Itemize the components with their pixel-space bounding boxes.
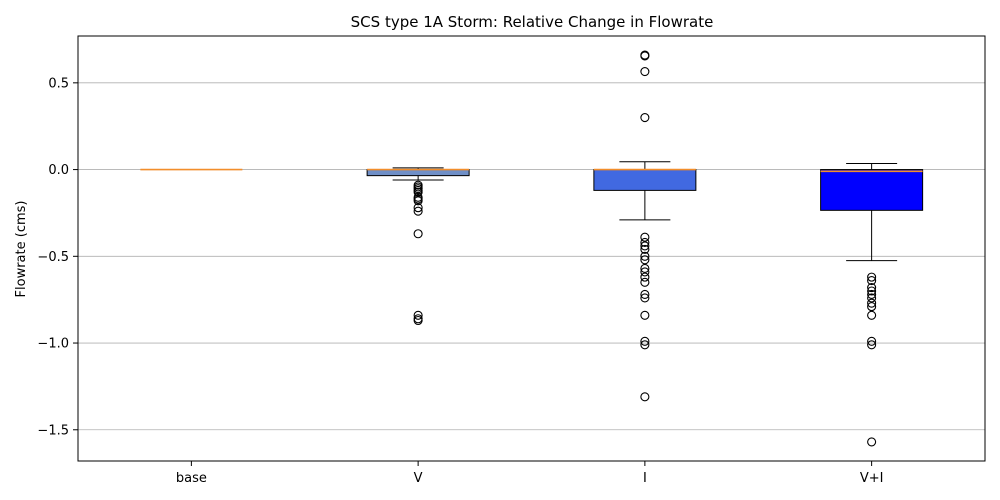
outlier-point <box>413 187 423 197</box>
outlier-point <box>413 229 423 239</box>
x-tick-label: I <box>643 471 647 486</box>
outlier-point <box>867 302 877 312</box>
outlier-point <box>413 196 423 206</box>
y-tick-label: −0.5 <box>37 250 69 265</box>
y-tick-label: −1.5 <box>37 423 69 438</box>
x-axis-ticks: base V I V+I <box>176 461 884 486</box>
outlier-point <box>867 286 877 296</box>
outlier-point <box>640 293 650 303</box>
x-tick-label: V+I <box>860 471 884 486</box>
outlier-point <box>413 310 423 320</box>
box-iqr <box>820 169 924 211</box>
boxes-layer <box>140 50 924 447</box>
x-tick-label: V <box>414 471 423 486</box>
plot-frame <box>77 35 986 462</box>
box-iqr <box>366 169 470 177</box>
x-tick-label: base <box>176 471 207 486</box>
outlier-point <box>640 392 650 402</box>
y-axis-ticks: 0.5 0.0 −0.5 −1.0 −1.5 <box>37 76 78 438</box>
outlier-point <box>413 206 423 216</box>
outlier-point <box>640 310 650 320</box>
outlier-point <box>867 336 877 346</box>
outlier-point <box>640 267 650 277</box>
outlier-point <box>867 282 877 293</box>
outlier-point <box>640 340 650 350</box>
outlier-point <box>867 340 877 350</box>
outlier-point <box>640 277 650 287</box>
outlier-point <box>867 293 877 303</box>
box-v <box>366 167 470 326</box>
outlier-point <box>867 276 877 286</box>
outlier-point <box>640 289 650 300</box>
box-v-i <box>820 163 924 447</box>
outlier-point <box>867 298 877 308</box>
box-i <box>593 50 697 402</box>
outlier-point <box>640 241 650 251</box>
outlier-point <box>867 437 877 447</box>
chart-title: SCS type 1A Storm: Relative Change in Fl… <box>351 13 714 31</box>
y-tick-label: −1.0 <box>37 337 69 352</box>
outlier-point <box>640 255 650 265</box>
outlier-point <box>640 244 650 254</box>
y-axis-label: Flowrate (cms) <box>14 201 29 298</box>
grid-lines <box>78 82 985 431</box>
outlier-point <box>867 289 877 300</box>
outlier-point <box>640 237 650 247</box>
outlier-point <box>640 51 650 61</box>
outlier-point <box>640 67 650 77</box>
y-tick-label: 0.5 <box>48 76 69 91</box>
outlier-point <box>640 263 650 273</box>
y-tick-label: 0.0 <box>48 163 69 178</box>
box-iqr <box>593 169 697 191</box>
outlier-point <box>640 251 650 261</box>
outlier-point <box>413 315 423 326</box>
outlier-point <box>640 336 650 346</box>
outlier-point <box>867 272 877 282</box>
outlier-point <box>640 232 650 242</box>
outlier-point <box>413 203 423 213</box>
outlier-point <box>867 310 877 320</box>
outlier-point <box>640 112 650 123</box>
outlier-point <box>640 272 650 282</box>
